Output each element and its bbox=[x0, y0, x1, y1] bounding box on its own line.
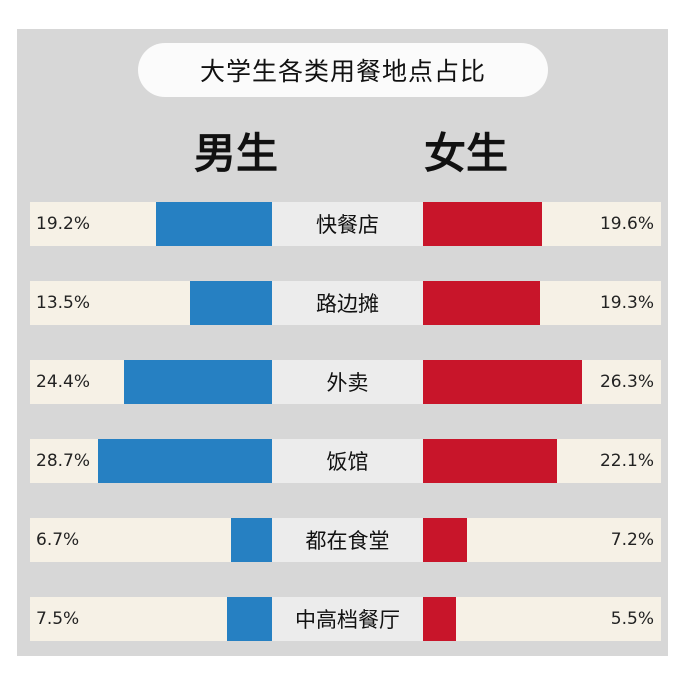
female-value-label: 19.6% bbox=[599, 214, 654, 234]
male-value-label: 7.5% bbox=[36, 609, 80, 629]
female-value-label: 5.5% bbox=[610, 609, 654, 629]
female-bar bbox=[423, 439, 557, 483]
male-value-label: 24.4% bbox=[36, 372, 91, 392]
female-bar bbox=[423, 202, 542, 246]
male-bar bbox=[124, 360, 272, 404]
female-bar bbox=[423, 518, 467, 562]
male-bar bbox=[231, 518, 272, 562]
male-value-label: 19.2% bbox=[36, 214, 91, 234]
female-bar bbox=[423, 360, 583, 404]
male-value-label: 13.5% bbox=[36, 293, 91, 313]
female-value-label: 22.1% bbox=[599, 451, 654, 471]
male-bar bbox=[155, 202, 272, 246]
chart-title: 大学生各类用餐地点占比 bbox=[138, 43, 548, 97]
category-label: 中高档餐厅 bbox=[272, 597, 423, 641]
male-series-heading: 男生 bbox=[194, 129, 279, 178]
female-value-label: 7.2% bbox=[610, 530, 654, 550]
male-bar bbox=[190, 281, 272, 325]
female-value-label: 19.3% bbox=[599, 293, 654, 313]
female-bar bbox=[423, 597, 457, 641]
male-value-label: 6.7% bbox=[36, 530, 80, 550]
category-label: 路边摊 bbox=[272, 281, 423, 325]
category-label: 饭馆 bbox=[272, 439, 423, 483]
female-bar bbox=[423, 281, 540, 325]
male-value-label: 28.7% bbox=[36, 451, 91, 471]
male-bar bbox=[226, 597, 272, 641]
category-label: 都在食堂 bbox=[272, 518, 423, 562]
male-bar bbox=[98, 439, 272, 483]
female-value-label: 26.3% bbox=[599, 372, 654, 392]
category-label: 外卖 bbox=[272, 360, 423, 404]
female-series-heading: 女生 bbox=[424, 129, 509, 178]
category-label: 快餐店 bbox=[272, 202, 423, 246]
